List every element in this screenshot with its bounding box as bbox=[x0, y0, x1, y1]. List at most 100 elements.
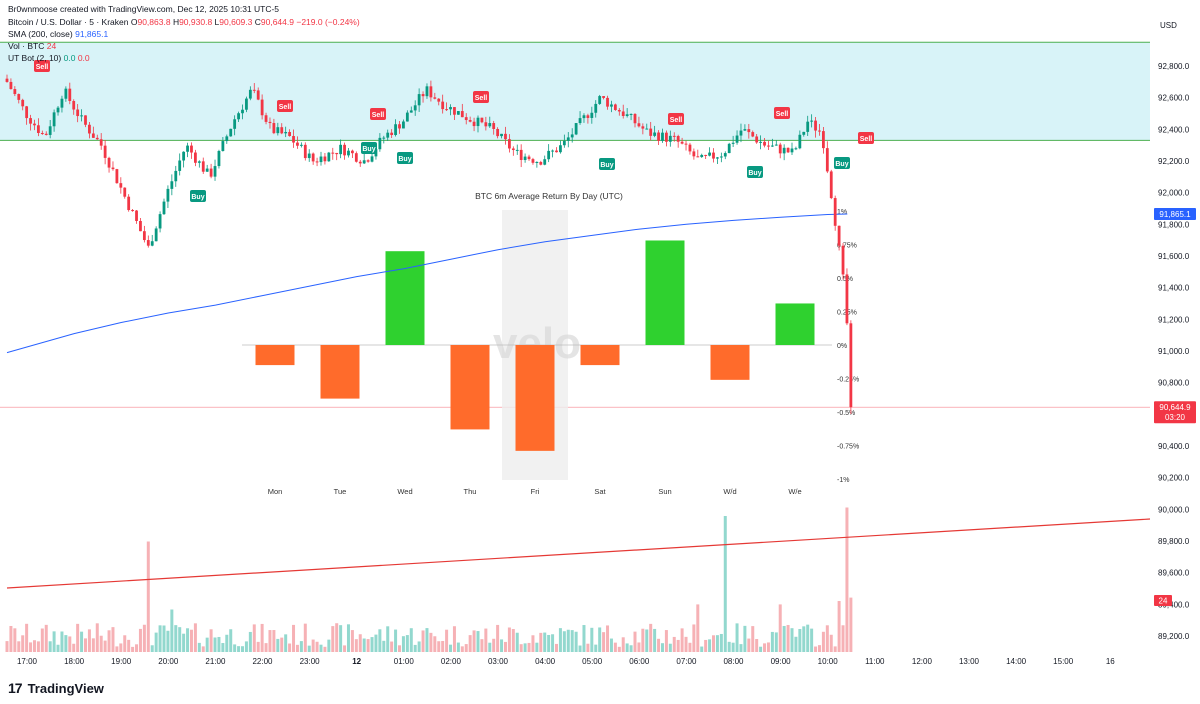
return-tick-label: -0.5% bbox=[837, 410, 855, 417]
chart-legend: Bitcoin / U.S. Dollar · 5 · Kraken O90,8… bbox=[8, 16, 360, 64]
return-tick-label: 0% bbox=[837, 343, 847, 350]
volume-bar bbox=[213, 637, 217, 652]
volume-bar bbox=[633, 631, 637, 652]
candle-body bbox=[99, 139, 103, 146]
candle-body bbox=[72, 100, 76, 110]
volume-bar bbox=[225, 634, 229, 652]
candle-body bbox=[621, 111, 625, 116]
candle-body bbox=[653, 132, 657, 136]
volume-bar bbox=[621, 637, 625, 652]
volume-bar bbox=[186, 628, 190, 652]
volume-bar bbox=[449, 644, 453, 652]
volume-bar bbox=[468, 635, 472, 652]
volume-bar bbox=[205, 637, 209, 652]
price-axis[interactable]: 92,800.0 92,600.0 92,400.0 92,200.0 92,000.0… bbox=[1151, 0, 1200, 704]
candle-body bbox=[48, 126, 52, 135]
volume-bar bbox=[594, 644, 598, 652]
volume-bar bbox=[558, 628, 562, 652]
return-tick-label: 0.5% bbox=[837, 276, 853, 283]
time-label: 06:00 bbox=[629, 657, 650, 666]
volume-bar bbox=[480, 639, 484, 652]
volume-bar bbox=[657, 638, 661, 652]
volume-bar bbox=[111, 627, 115, 652]
currency-label[interactable]: USD bbox=[1160, 21, 1177, 30]
volume-bar bbox=[48, 641, 52, 652]
symbol-ohlc-row[interactable]: Bitcoin / U.S. Dollar · 5 · Kraken O90,8… bbox=[8, 17, 360, 27]
candle-body bbox=[610, 104, 613, 107]
volume-bar bbox=[817, 645, 821, 652]
volume-bar bbox=[476, 631, 480, 652]
candle-body bbox=[44, 133, 48, 135]
return-bar-sun bbox=[645, 240, 685, 345]
volume-bar bbox=[323, 646, 327, 652]
volume-bar bbox=[700, 646, 704, 652]
symbol-name[interactable]: Bitcoin / U.S. Dollar · 5 · Kraken bbox=[8, 17, 129, 27]
volume-bar bbox=[303, 623, 307, 652]
volume-bar bbox=[676, 639, 680, 652]
candle-body bbox=[425, 86, 429, 97]
volume-bar bbox=[692, 624, 696, 652]
candle-body bbox=[221, 141, 225, 152]
volume-bar bbox=[241, 646, 244, 652]
volume-bar bbox=[566, 629, 570, 652]
candle-body bbox=[178, 160, 182, 171]
volume-bar bbox=[794, 636, 798, 652]
candle-body bbox=[433, 97, 437, 99]
candle-body bbox=[174, 170, 178, 182]
candle-body bbox=[496, 128, 500, 137]
volume-bar bbox=[766, 642, 770, 652]
return-tick-label: 1% bbox=[837, 209, 847, 216]
candle-body bbox=[802, 131, 806, 135]
candle-body bbox=[217, 151, 221, 167]
volume-bar bbox=[715, 635, 719, 652]
candle-body bbox=[511, 148, 515, 151]
candle-body bbox=[370, 156, 374, 162]
time-label: 12:00 bbox=[912, 657, 933, 666]
volume-bar bbox=[170, 609, 174, 652]
tradingview-logo[interactable]: 17 TradingView bbox=[8, 680, 104, 696]
sma-line bbox=[6, 213, 848, 354]
candle-body bbox=[362, 160, 366, 164]
volume-bar bbox=[32, 640, 36, 652]
candle-body bbox=[688, 144, 692, 152]
candle-body bbox=[712, 152, 715, 159]
day-label-tue: Tue bbox=[334, 487, 347, 496]
candle-body bbox=[248, 89, 252, 99]
price-tick: 91,800.0 bbox=[1158, 220, 1190, 229]
candle-body bbox=[747, 129, 751, 133]
time-label: 07:00 bbox=[676, 657, 697, 666]
day-label-fri: Fri bbox=[531, 487, 540, 496]
candle-body bbox=[464, 117, 468, 121]
price-tick: 90,800.0 bbox=[1158, 379, 1190, 388]
candle-body bbox=[574, 123, 578, 135]
candle-body bbox=[480, 117, 484, 123]
day-label-wd: W/d bbox=[723, 487, 736, 496]
sma-legend-row[interactable]: SMA (200, close) 91,865.1 bbox=[8, 29, 109, 39]
return-bar-mon bbox=[255, 345, 295, 366]
return-bar-we bbox=[775, 303, 815, 345]
volume-bar bbox=[837, 601, 841, 652]
candle-body bbox=[613, 104, 617, 110]
buy-signal bbox=[599, 158, 615, 170]
volume-bar bbox=[531, 635, 535, 652]
candle-body bbox=[194, 152, 197, 163]
candle-body bbox=[810, 120, 814, 122]
candle-body bbox=[119, 183, 123, 188]
candle-body bbox=[25, 106, 29, 119]
candle-body bbox=[661, 132, 664, 141]
price-tick: 92,000.0 bbox=[1158, 189, 1190, 198]
volume-bar bbox=[417, 641, 421, 652]
candle-body bbox=[665, 132, 668, 142]
volume-legend-row[interactable]: Vol · BTC 24 bbox=[8, 41, 57, 51]
utbot-legend-row[interactable]: UT Bot (2, 10) 0.0 0.0 bbox=[8, 53, 90, 63]
volume-bar bbox=[849, 597, 853, 652]
time-label: 02:00 bbox=[441, 657, 462, 666]
volume-bar bbox=[555, 643, 558, 652]
volume-bar bbox=[252, 624, 256, 652]
volume-bar bbox=[578, 645, 582, 652]
candle-body bbox=[845, 274, 849, 324]
time-axis[interactable]: 17:00 18:00 19:00 20:00 21:00 22:00 23:00 12 01:… bbox=[17, 657, 1115, 666]
volume-bar bbox=[472, 630, 476, 652]
volume-bar bbox=[280, 637, 284, 652]
